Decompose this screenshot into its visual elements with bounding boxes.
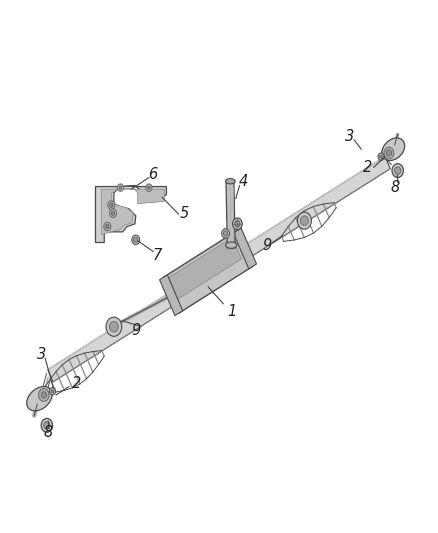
Text: 2: 2	[363, 160, 373, 175]
Polygon shape	[163, 230, 253, 313]
Text: 9: 9	[131, 323, 141, 338]
Circle shape	[233, 218, 242, 230]
Text: 9: 9	[262, 238, 272, 253]
Circle shape	[49, 387, 56, 395]
Circle shape	[392, 164, 403, 177]
Circle shape	[111, 211, 115, 215]
Circle shape	[110, 203, 113, 207]
Polygon shape	[102, 188, 164, 235]
Text: 2: 2	[72, 376, 81, 391]
Ellipse shape	[226, 242, 237, 248]
Text: 3: 3	[37, 347, 46, 362]
Ellipse shape	[27, 386, 52, 411]
Polygon shape	[226, 181, 235, 248]
Polygon shape	[159, 275, 183, 316]
Circle shape	[378, 153, 384, 160]
Circle shape	[41, 392, 46, 398]
Circle shape	[106, 224, 109, 229]
Circle shape	[146, 184, 152, 191]
Circle shape	[386, 150, 392, 156]
Circle shape	[222, 229, 230, 238]
Circle shape	[51, 390, 54, 393]
Polygon shape	[166, 237, 241, 301]
Polygon shape	[233, 228, 257, 269]
Text: 5: 5	[179, 206, 189, 221]
Circle shape	[223, 231, 228, 236]
Circle shape	[380, 155, 382, 158]
Circle shape	[44, 422, 50, 429]
Circle shape	[108, 201, 115, 209]
Circle shape	[110, 209, 117, 217]
Ellipse shape	[382, 138, 405, 160]
Text: 4: 4	[238, 174, 248, 189]
Text: 3: 3	[345, 130, 354, 144]
Circle shape	[235, 221, 240, 227]
Circle shape	[117, 184, 124, 191]
Text: 6: 6	[148, 167, 157, 182]
Polygon shape	[95, 185, 166, 243]
Text: 8: 8	[390, 180, 400, 195]
Text: 7: 7	[153, 248, 162, 263]
Circle shape	[148, 186, 150, 189]
Circle shape	[119, 186, 122, 189]
Circle shape	[110, 321, 118, 332]
Circle shape	[41, 418, 53, 432]
Circle shape	[384, 147, 394, 159]
Circle shape	[39, 389, 49, 401]
Text: 1: 1	[227, 304, 237, 319]
Circle shape	[395, 167, 401, 174]
Circle shape	[106, 317, 122, 336]
Text: 8: 8	[43, 425, 53, 440]
Circle shape	[300, 216, 308, 225]
Circle shape	[134, 237, 138, 243]
Circle shape	[297, 212, 311, 229]
Ellipse shape	[226, 179, 235, 184]
Circle shape	[132, 235, 140, 245]
Circle shape	[104, 222, 111, 231]
Polygon shape	[48, 156, 390, 382]
